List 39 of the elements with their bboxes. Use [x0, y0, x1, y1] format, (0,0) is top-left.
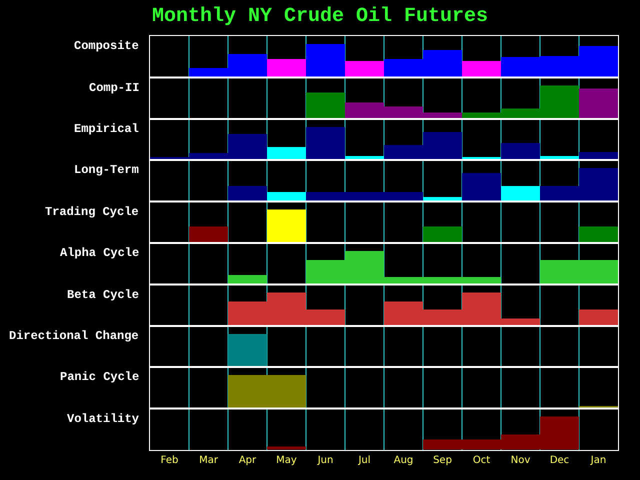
y-axis-title: Long-Term [74, 163, 139, 177]
y-axis-title: Composite [74, 39, 139, 53]
y-axis-title: Directional Change [9, 329, 139, 343]
bar [579, 309, 618, 326]
bar [267, 146, 306, 160]
bar [462, 173, 501, 202]
bar [267, 59, 306, 77]
y-axis-title: Comp-II [89, 81, 140, 95]
y-axis-title: Volatility [67, 412, 140, 426]
x-tick-label: Jul [357, 455, 371, 466]
y-axis-title: Empirical [74, 122, 139, 136]
bar [345, 61, 384, 77]
bar [306, 44, 345, 77]
x-tick-label: May [276, 455, 297, 466]
x-tick-label: Apr [238, 455, 258, 466]
bar [267, 192, 306, 202]
bar [579, 88, 618, 118]
x-tick-label: Mar [199, 455, 219, 466]
x-tick-label: Sep [433, 455, 452, 466]
y-axis-title: Panic Cycle [60, 370, 140, 384]
y-axis-title: Alpha Cycle [60, 246, 140, 260]
y-axis-title: Trading Cycle [45, 205, 139, 219]
x-tick-label: Jan [590, 455, 606, 466]
bar [228, 186, 267, 202]
x-tick-label: Feb [160, 455, 178, 466]
bar [228, 275, 267, 284]
x-tick-label: Dec [550, 455, 570, 466]
bar [501, 142, 540, 160]
bar [462, 61, 501, 77]
chart-title: Monthly NY Crude Oil Futures [152, 5, 488, 28]
x-tick-label: Aug [394, 455, 414, 466]
x-tick-label: Nov [510, 455, 530, 466]
x-tick-label: Oct [472, 455, 490, 466]
bar [501, 186, 540, 202]
x-tick-label: Jun [316, 455, 334, 466]
bar [306, 92, 345, 118]
bar [306, 126, 345, 160]
y-axis-title: Beta Cycle [67, 288, 140, 302]
bar [267, 446, 306, 450]
